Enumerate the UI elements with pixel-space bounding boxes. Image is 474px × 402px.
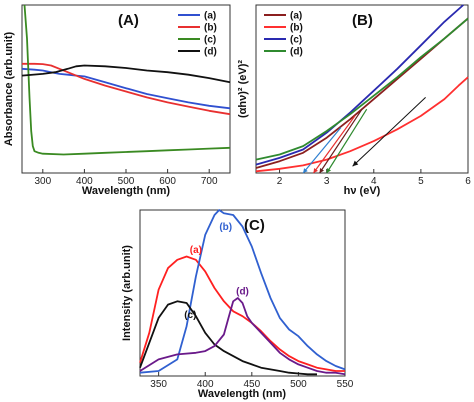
- panel-c-series-line: [139, 297, 346, 376]
- panel-b-xtick-label: 4: [371, 176, 377, 187]
- panel-a: (A) Wavelength (nm) Absorbance (arb.unit…: [3, 4, 231, 197]
- panel-a-legend-label: (a): [204, 11, 216, 22]
- panel-b-tangent-line: [302, 127, 342, 174]
- panel-a-legend-label: (d): [204, 47, 217, 58]
- panel-a-xlabel: Wavelength (nm): [82, 185, 171, 197]
- panel-b-series-line: [255, 76, 469, 173]
- panel-c-curve-label: (b): [219, 222, 232, 233]
- panel-b-series-line: [255, 4, 464, 166]
- panel-b-tangent-head: [326, 168, 332, 173]
- panel-b-tangent-head: [319, 168, 325, 173]
- panel-b-tangent-line: [326, 108, 368, 174]
- panel-a-series-line: [21, 64, 231, 84]
- panel-a-legend-label: (c): [204, 35, 216, 46]
- panel-c-xtick-label: 550: [337, 379, 354, 390]
- panel-b-xtick-label: 3: [324, 176, 330, 187]
- panel-c-frame: [139, 209, 346, 377]
- panel-b-legend-label: (a): [290, 11, 302, 22]
- panel-a-ylabel: Absorbance (arb.unit): [3, 32, 15, 147]
- panel-c-xtick-label: 350: [150, 379, 167, 390]
- panel-b-xtick-label: 2: [277, 176, 283, 187]
- panel-c-series-line: [139, 300, 317, 376]
- panel-b-tangent-line: [319, 108, 363, 174]
- panel-b-legend-label: (b): [290, 23, 303, 34]
- panel-b-frame: [255, 4, 469, 174]
- panel-b-ylabel: (αhν)² (eV)²: [237, 60, 249, 118]
- panel-a-legend-label: (b): [204, 23, 217, 34]
- panel-a-xtick-label: 500: [118, 176, 135, 187]
- panel-b-legend-label: (d): [290, 47, 303, 58]
- panel-c-label: (C): [244, 217, 265, 234]
- panel-c-xlabel: Wavelength (nm): [198, 388, 287, 400]
- panel-b-series-line: [255, 17, 469, 161]
- panel-c-xtick-label: 450: [243, 379, 260, 390]
- panel-b-arrow-head: [352, 160, 359, 167]
- panel-a-series-line: [21, 67, 231, 110]
- panel-a-series-line: [23, 4, 231, 156]
- panel-b-tangent-head: [303, 168, 308, 173]
- panel-b-tangent-line: [312, 115, 356, 174]
- panel-b-xtick-label: 5: [418, 176, 424, 187]
- panel-c-ylabel: Intensity (arb.unit): [121, 245, 133, 341]
- panel-b-tangent-head: [313, 168, 318, 173]
- panel-c-curve-label: (a): [190, 245, 202, 256]
- panel-b: (B) hν (eV) (αhν)² (eV)² 2 3 4 5 6 (a)(b)(c)…: [237, 4, 471, 197]
- panel-c-curve-label: (d): [236, 287, 249, 298]
- panel-c: (C) Wavelength (nm) Intensity (arb.unit)…: [121, 209, 354, 400]
- panel-b-xlabel: hν (eV): [344, 185, 381, 197]
- panel-a-xtick-label: 400: [76, 176, 93, 187]
- panel-c-series-line: [139, 255, 345, 372]
- panel-b-label: (B): [352, 12, 373, 29]
- panel-c-xtick-label: 500: [290, 379, 307, 390]
- panel-c-xtick-label: 400: [197, 379, 214, 390]
- panel-a-xtick-label: 600: [159, 176, 176, 187]
- panel-c-curve-label: (c): [184, 310, 196, 321]
- panel-a-label: (A): [118, 12, 139, 29]
- panel-b-legend-label: (c): [290, 35, 302, 46]
- panel-b-arrow-line: [352, 97, 426, 167]
- panel-a-xtick-label: 700: [201, 176, 218, 187]
- panel-a-series-line: [22, 62, 231, 116]
- panel-b-xtick-label: 6: [465, 176, 471, 187]
- panel-a-xtick-label: 300: [34, 176, 51, 187]
- panel-c-series-line: [139, 209, 346, 374]
